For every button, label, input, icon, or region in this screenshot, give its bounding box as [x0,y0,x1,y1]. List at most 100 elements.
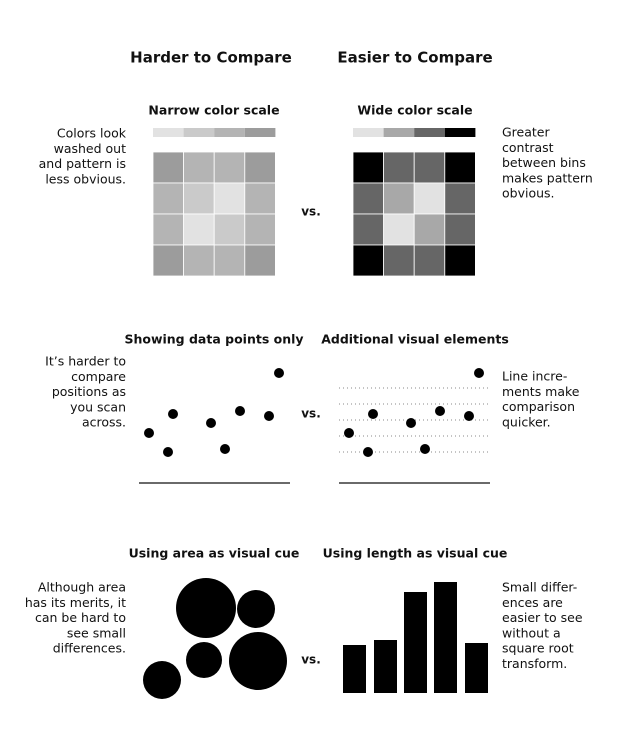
left-note: Colors look [57,126,127,141]
heat-cell [244,182,276,215]
left-note: see small [67,625,126,640]
heat-cell [213,213,246,246]
header-left: Harder to Compare [130,49,292,67]
heat-cell [183,213,215,246]
left-note: less obvious. [45,171,126,186]
heat-cell [352,151,385,184]
dot [368,409,378,419]
left-note: washed out [54,141,126,156]
dot [406,418,416,428]
heat-cell [413,213,446,246]
heat-cell [152,213,185,246]
right-note: easier to see [502,610,583,625]
dot [168,409,178,419]
scale-swatch [214,128,245,137]
area-circle [229,632,287,690]
right-note: quicker. [502,414,551,429]
scale-swatch [414,128,445,137]
heat-cell [213,151,246,184]
heat-cell [213,182,246,215]
heat-cell [352,182,385,215]
length-bar [465,643,488,693]
left-note: positions as [52,384,126,399]
heat-cell [213,244,246,277]
scale-swatch [353,128,384,137]
scale-swatch [183,128,215,137]
area-circle [237,590,275,628]
left-note: has its merits, it [25,595,126,610]
left-note: It’s harder to [45,354,126,369]
heat-cell [444,151,476,184]
dot [363,447,373,457]
heat-cell [444,182,476,215]
left-note: and pattern is [39,156,126,171]
heat-cell [413,244,446,277]
right-note: comparison [502,399,575,414]
left-note: Although area [38,580,126,595]
right-note: Greater [502,125,550,140]
dot [435,406,445,416]
scale-swatch [244,128,276,137]
left-note: can be hard to [35,610,126,625]
dot [420,444,430,454]
area-circle [143,661,181,699]
length-bar [374,640,397,693]
heat-cell [383,213,415,246]
right-note: transform. [502,656,567,671]
heat-cell [183,151,215,184]
dot [144,428,154,438]
vs-label: vs. [301,407,321,421]
dot [206,418,216,428]
length-bar [343,645,366,693]
illustrations [139,128,490,699]
right-title: Additional visual elements [321,332,509,347]
heat-cell [444,244,476,277]
heat-cell [152,244,185,277]
left-title: Narrow color scale [148,103,279,118]
vs-label: vs. [301,205,321,219]
vs-label: vs. [301,653,321,667]
right-note: Line incre- [502,369,567,384]
heat-cell [383,182,415,215]
dot [235,406,245,416]
scale-swatch [153,128,184,137]
dot [344,428,354,438]
right-note: Small differ- [502,580,577,595]
header-right: Easier to Compare [337,49,492,67]
length-bar [434,582,457,693]
heat-cell [383,151,415,184]
area-circle [176,578,236,638]
left-note: across. [82,415,126,430]
scale-swatch [383,128,415,137]
dot [474,368,484,378]
right-note: ences are [502,595,563,610]
heat-cell [413,182,446,215]
heat-cell [244,213,276,246]
right-title: Wide color scale [357,103,472,118]
dot [274,368,284,378]
heat-cell [183,182,215,215]
right-note: makes pattern [502,170,593,185]
heat-cell [383,244,415,277]
heat-cell [244,151,276,184]
left-title: Showing data points only [124,332,303,347]
area-circle [186,642,222,678]
right-note: without a [502,625,561,640]
dot [264,411,274,421]
right-title: Using length as visual cue [323,546,508,561]
right-note: square root [502,641,574,656]
heat-cell [152,182,185,215]
length-bar [404,592,427,693]
dot [220,444,230,454]
right-note: obvious. [502,186,555,201]
heat-cell [152,151,185,184]
heat-cell [352,213,385,246]
scale-swatch [444,128,476,137]
right-note: between bins [502,155,586,170]
heat-cell [244,244,276,277]
heat-cell [444,213,476,246]
left-note: you scan [70,399,126,414]
left-title: Using area as visual cue [129,546,300,561]
left-note: differences. [53,641,126,656]
